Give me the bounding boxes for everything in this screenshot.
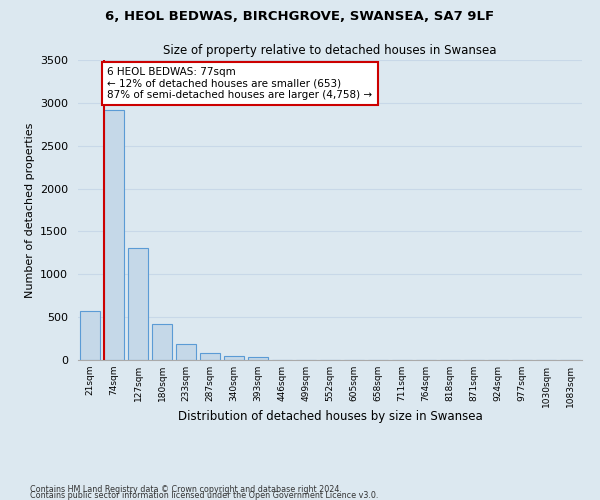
Title: Size of property relative to detached houses in Swansea: Size of property relative to detached ho… [163,44,497,58]
Bar [248,356,268,360]
Y-axis label: Number of detached properties: Number of detached properties [25,122,35,298]
Text: 6, HEOL BEDWAS, BIRCHGROVE, SWANSEA, SA7 9LF: 6, HEOL BEDWAS, BIRCHGROVE, SWANSEA, SA7… [106,10,494,23]
Text: Contains public sector information licensed under the Open Government Licence v3: Contains public sector information licen… [30,490,379,500]
Text: Contains HM Land Registry data © Crown copyright and database right 2024.: Contains HM Land Registry data © Crown c… [30,484,342,494]
Bar [200,353,220,360]
Bar [176,344,196,360]
Bar [152,324,172,360]
Text: 6 HEOL BEDWAS: 77sqm
← 12% of detached houses are smaller (653)
87% of semi-deta: 6 HEOL BEDWAS: 77sqm ← 12% of detached h… [107,67,373,100]
Bar [224,356,244,360]
Bar [80,311,100,360]
Bar [104,110,124,360]
Bar [128,248,148,360]
X-axis label: Distribution of detached houses by size in Swansea: Distribution of detached houses by size … [178,410,482,423]
